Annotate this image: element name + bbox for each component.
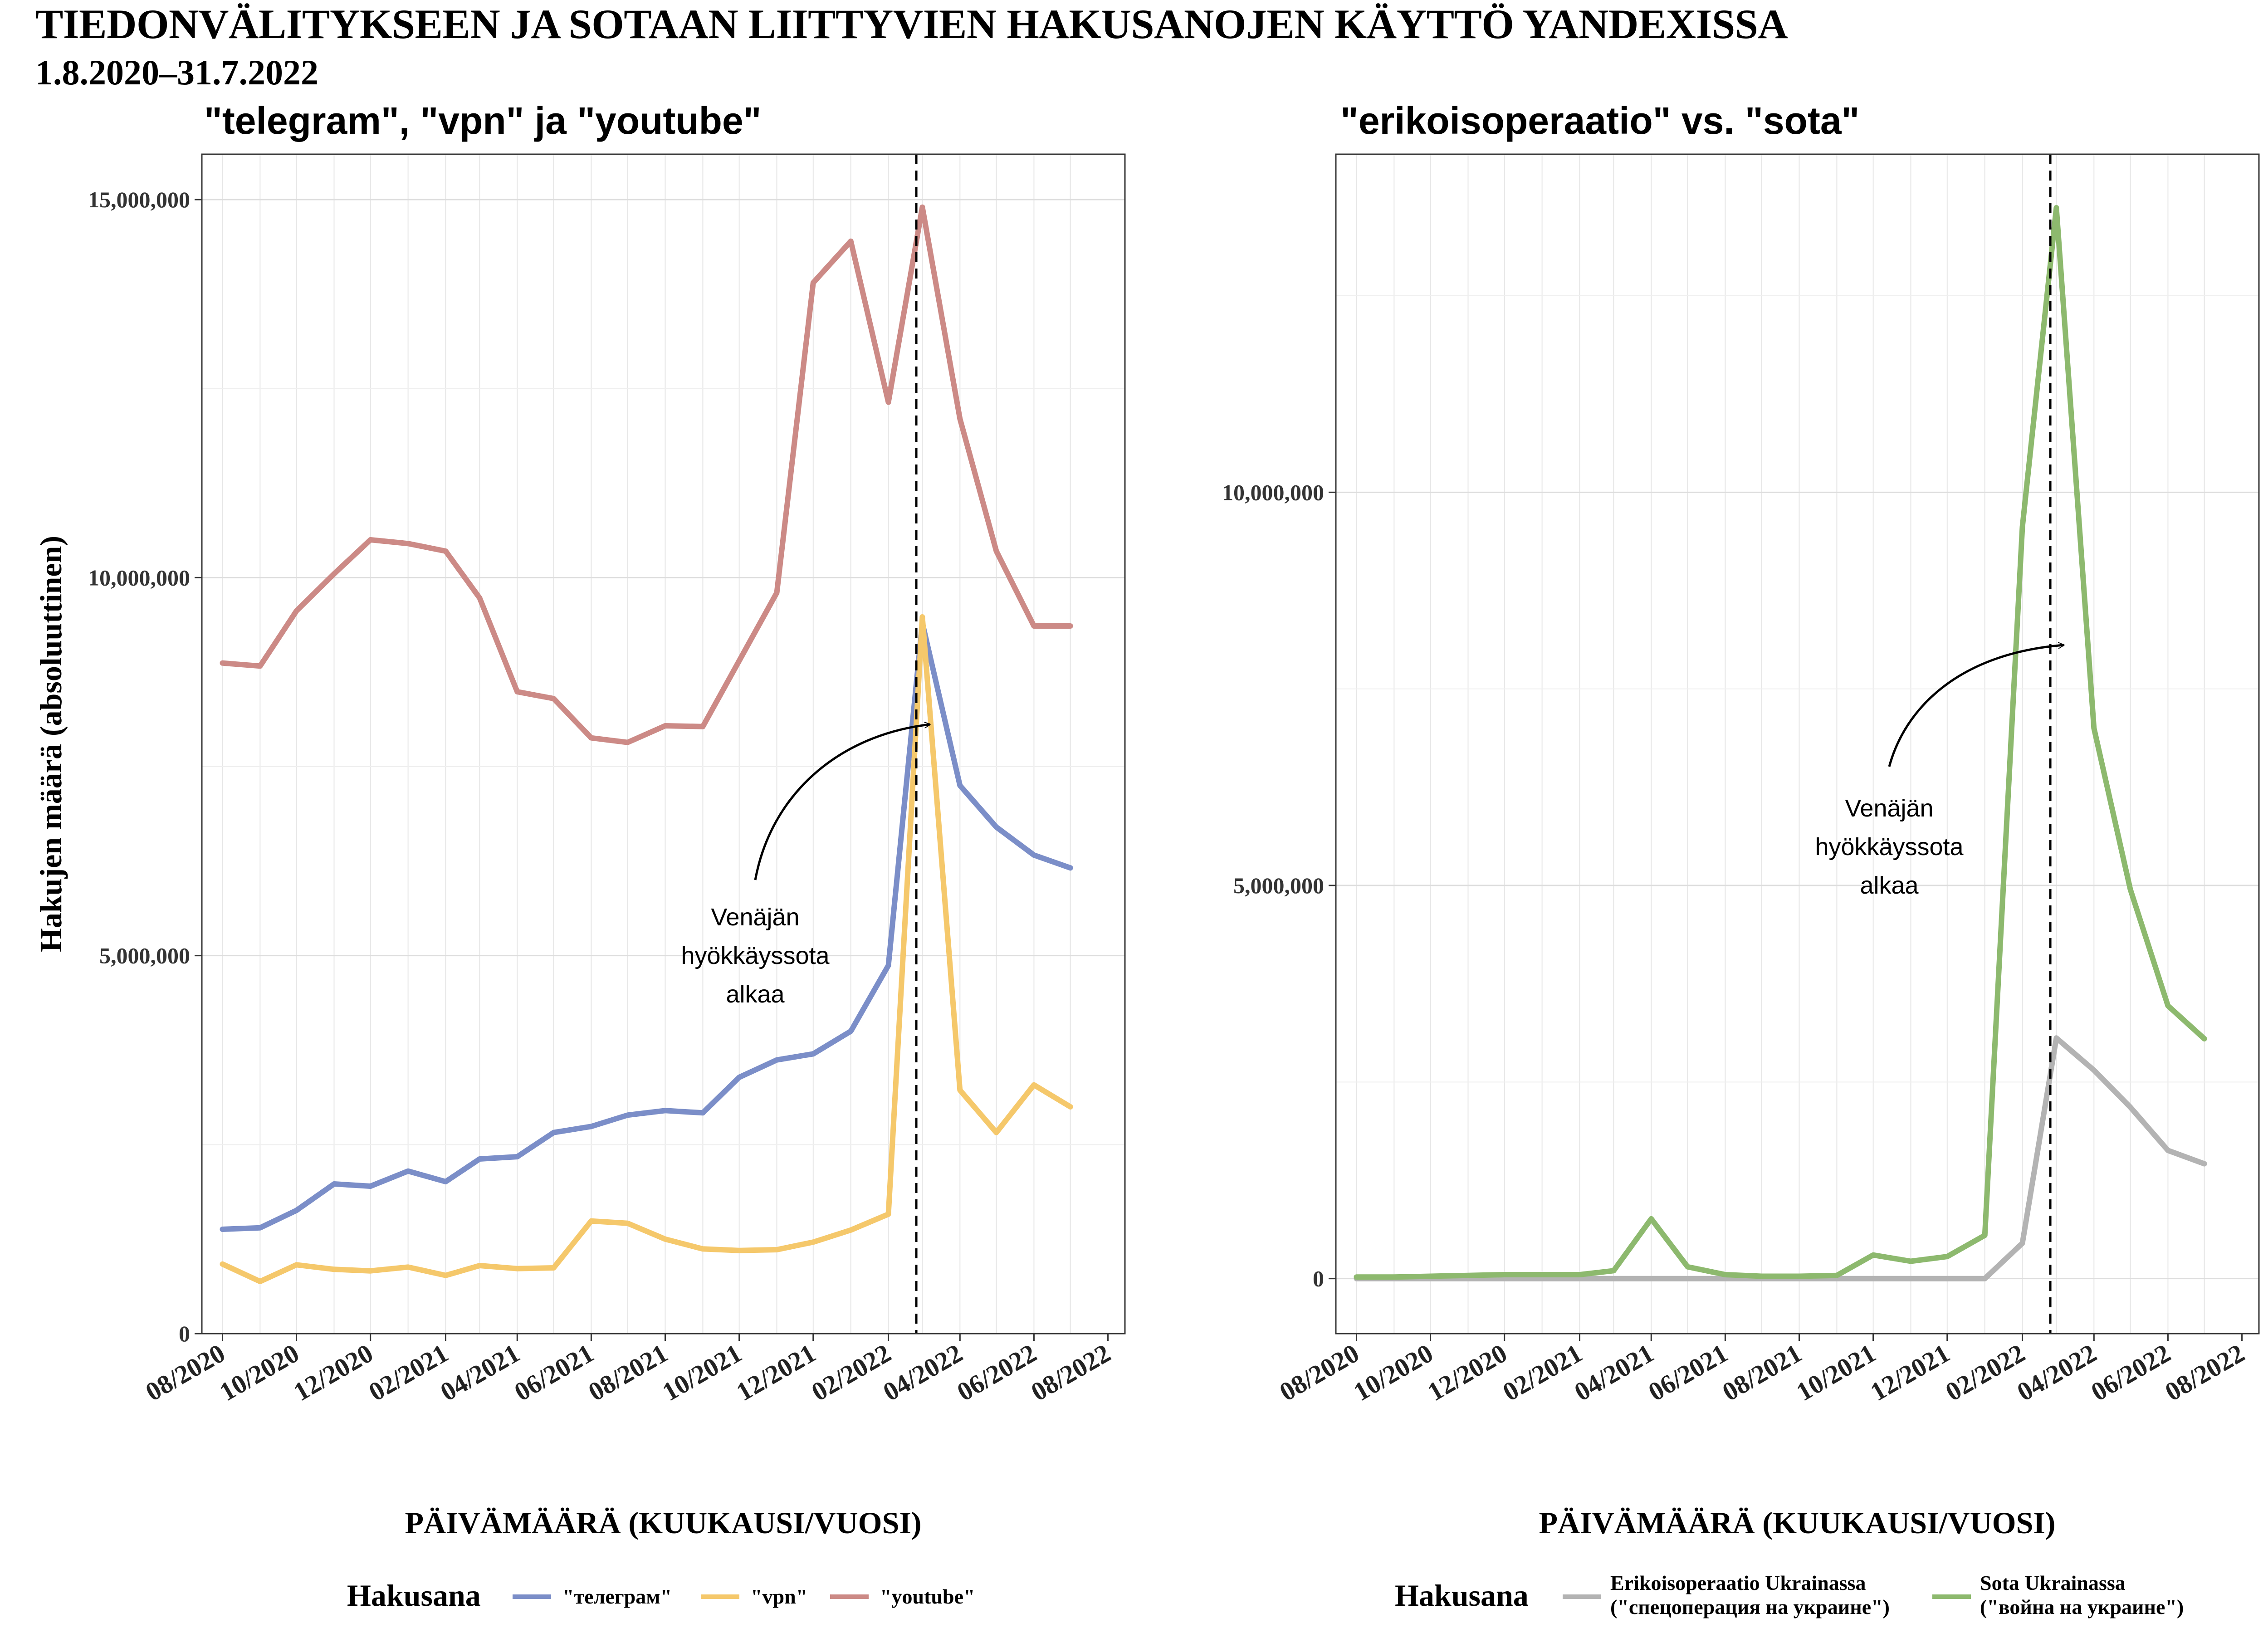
x-axis-title-left: PÄIVÄMÄÄRÄ (KUUKAUSI/VUOSI)	[405, 1506, 922, 1540]
y-tick-label: 0	[1313, 1266, 1324, 1291]
x-tick-label: 08/2020	[1275, 1338, 1364, 1407]
series-line-vpn	[220, 614, 1073, 1284]
x-tick-label: 02/2021	[1498, 1338, 1587, 1407]
x-tick-label: 02/2022	[807, 1338, 896, 1407]
y-axis-right: 0 5,000,000 10,000,000	[1222, 479, 1336, 1291]
grid-right	[1336, 154, 2259, 1334]
x-tick-label: 08/2020	[141, 1338, 230, 1407]
annotation-line3-right: alkaa	[1860, 872, 1919, 899]
annotation-left: Venäjän hyökkäyssota alkaa	[681, 724, 930, 1008]
x-tick-label: 10/2021	[657, 1338, 747, 1407]
annotation-line1-left: Venäjän	[711, 904, 799, 931]
main-title: TIEDONVÄLITYKSEEN JA SOTAAN LIITTYVIEN H…	[35, 1, 1788, 47]
x-tick-label: 12/2021	[731, 1338, 821, 1407]
legend-label-sota-line1: Sota Ukrainassa	[1980, 1571, 2126, 1594]
annotation-line1-right: Venäjän	[1845, 795, 1933, 822]
y-tick-label: 5,000,000	[1233, 873, 1324, 898]
legend-label-sota-line2: ("война на украине")	[1980, 1595, 2184, 1618]
annotation-arrow-right	[1888, 645, 2064, 767]
legend-label-telegram: "телеграм"	[562, 1585, 672, 1608]
x-tick-label: 10/2021	[1791, 1338, 1881, 1407]
x-tick-label: 10/2020	[215, 1338, 304, 1407]
series-line-youtube	[220, 204, 1073, 745]
series-right	[1354, 205, 2207, 1281]
plot-frame-left	[201, 153, 1126, 1335]
x-axis-right: 08/202010/202012/202002/202104/202106/20…	[1275, 1334, 2249, 1407]
y-axis-title-left: Hakujen määrä (absoluuttinen)	[34, 536, 68, 952]
legend-title-left: Hakusana	[347, 1578, 481, 1613]
x-tick-label: 08/2022	[1026, 1338, 1115, 1407]
x-tick-label: 04/2022	[2012, 1338, 2102, 1407]
series-left	[220, 204, 1073, 1284]
legend-label-youtube: "youtube"	[880, 1585, 975, 1608]
chart-panel-left: "telegram", "vpn" ja "youtube" Venäjän h…	[34, 99, 1126, 1540]
series-line-sota	[1354, 205, 2207, 1280]
x-tick-label: 02/2022	[1941, 1338, 2030, 1407]
panel-title-right: "erikoisoperaatio" vs. "sota"	[1340, 99, 1859, 142]
x-tick-label: 04/2022	[878, 1338, 968, 1407]
legend-label-erikoisoperaatio-line1: Erikoisoperaatio Ukrainassa	[1610, 1571, 1866, 1594]
x-tick-label: 12/2021	[1865, 1338, 1955, 1407]
x-axis-title-right: PÄIVÄMÄÄRÄ (KUUKAUSI/VUOSI)	[1539, 1506, 2056, 1540]
plot-frame-right	[1335, 153, 2260, 1335]
annotation-arrow-left	[754, 724, 930, 880]
x-tick-label: 04/2021	[435, 1338, 525, 1407]
x-tick-label: 12/2020	[1422, 1338, 1512, 1407]
y-tick-label: 15,000,000	[88, 187, 190, 212]
y-tick-label: 0	[179, 1321, 190, 1346]
x-tick-label: 04/2021	[1569, 1338, 1659, 1407]
x-tick-label: 08/2022	[2160, 1338, 2249, 1407]
subtitle: 1.8.2020–31.7.2022	[35, 53, 318, 92]
panel-title-left: "telegram", "vpn" ja "youtube"	[204, 99, 762, 142]
annotation-line2-right: hyökkäyssota	[1815, 833, 1964, 861]
legend-left: Hakusana "телеграм" "vpn" "youtube"	[347, 1578, 975, 1613]
y-tick-label: 5,000,000	[99, 943, 190, 968]
annotation-right: Venäjän hyökkäyssota alkaa	[1815, 645, 2064, 899]
annotation-line3-left: alkaa	[726, 981, 785, 1008]
x-tick-label: 12/2020	[288, 1338, 378, 1407]
x-tick-label: 06/2021	[509, 1338, 599, 1407]
y-axis-left: 0 5,000,000 10,000,000 15,000,000	[88, 187, 202, 1346]
x-tick-label: 02/2021	[364, 1338, 453, 1407]
series-line-telegram	[220, 620, 1073, 1232]
legend-title-right: Hakusana	[1395, 1578, 1529, 1613]
x-tick-label: 06/2022	[952, 1338, 1041, 1407]
legend-right: Hakusana Erikoisoperaatio Ukrainassa ("с…	[1395, 1571, 2184, 1618]
annotation-line2-left: hyökkäyssota	[681, 942, 830, 969]
chart-panel-right: "erikoisoperaatio" vs. "sota" Venäjän hy…	[1222, 99, 2260, 1540]
x-tick-label: 06/2022	[2086, 1338, 2175, 1407]
x-axis-left: 08/202010/202012/202002/202104/202106/20…	[141, 1334, 1115, 1407]
x-tick-label: 08/2021	[1717, 1338, 1807, 1407]
y-tick-label: 10,000,000	[1222, 479, 1324, 505]
x-tick-label: 08/2021	[583, 1338, 673, 1407]
legend-label-erikoisoperaatio-line2: ("спецоперация на украине")	[1610, 1595, 1890, 1618]
x-tick-label: 06/2021	[1643, 1338, 1733, 1407]
x-tick-label: 10/2020	[1349, 1338, 1438, 1407]
legend-label-vpn: "vpn"	[751, 1585, 807, 1608]
series-line-erikoisoperaatio	[1354, 1035, 2207, 1281]
y-tick-label: 10,000,000	[88, 565, 190, 590]
grid-left	[202, 154, 1125, 1335]
